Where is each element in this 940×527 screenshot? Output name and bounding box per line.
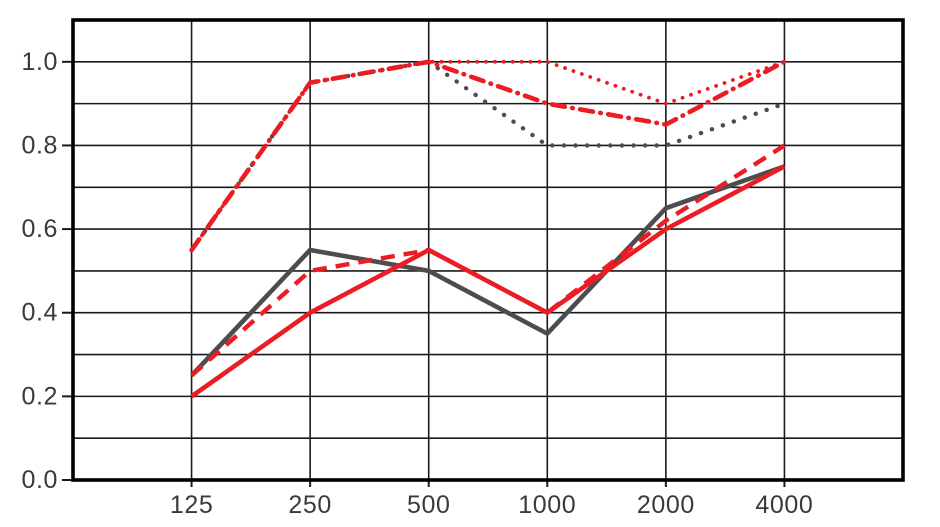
y-axis-label: 0.2 bbox=[21, 382, 58, 410]
red-solid-series-line bbox=[190, 164, 786, 399]
y-axis-label: 1.0 bbox=[21, 48, 58, 76]
x-axis-label: 2000 bbox=[637, 491, 695, 519]
x-axis-label: 1000 bbox=[518, 491, 576, 519]
y-axis-label: 0.6 bbox=[21, 215, 58, 243]
gray-solid-series-line bbox=[189, 164, 786, 378]
plot-border bbox=[71, 18, 905, 482]
y-axis-label: 0.0 bbox=[21, 466, 58, 494]
y-axis-label: 0.8 bbox=[21, 131, 58, 159]
y-axis-label: 0.4 bbox=[21, 299, 58, 327]
x-axis-label: 125 bbox=[170, 491, 214, 519]
red-dash-dot-series-line bbox=[189, 59, 787, 253]
x-axis-label: 250 bbox=[288, 491, 332, 519]
x-axis-label: 500 bbox=[407, 491, 451, 519]
x-axis-label: 4000 bbox=[755, 491, 813, 519]
